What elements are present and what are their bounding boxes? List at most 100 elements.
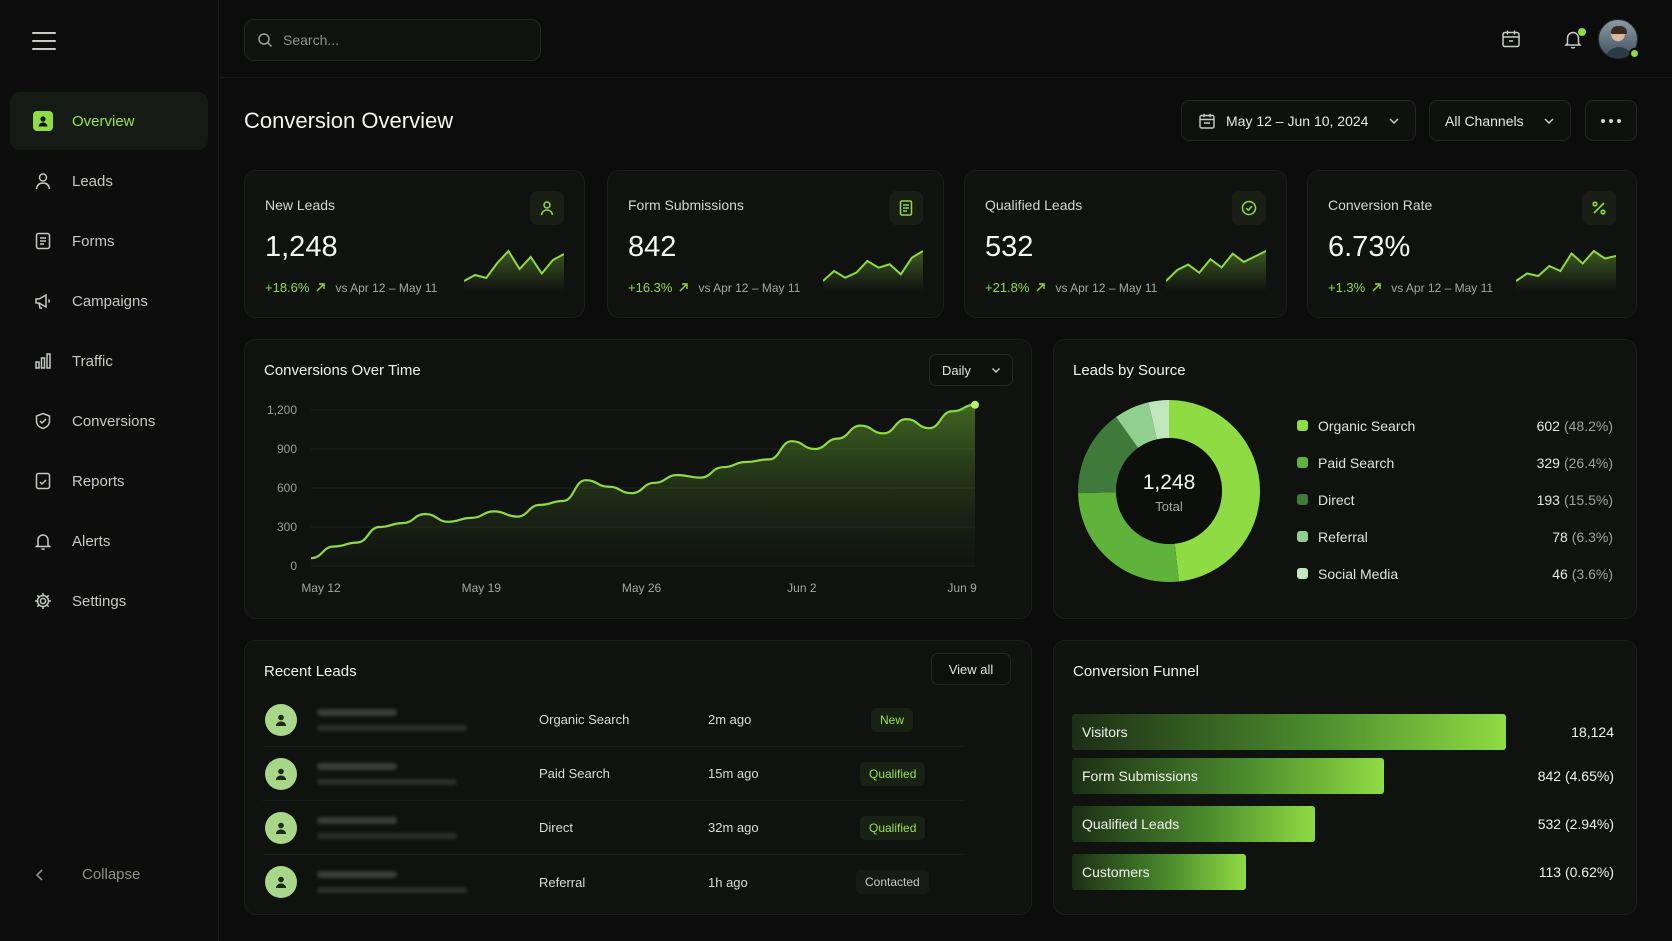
legend-value: 602 [1536, 417, 1560, 434]
kpi-change-value: +16.3% [628, 280, 673, 295]
sidebar-item-leads[interactable]: Leads [10, 152, 208, 210]
more-options-button[interactable] [1585, 100, 1637, 141]
lead-source: Paid Search [539, 766, 610, 781]
arrow-up-right-icon [1372, 283, 1381, 292]
sidebar-item-settings[interactable]: Settings [10, 572, 208, 630]
sparkline-line [1516, 249, 1616, 282]
legend-name: Paid Search [1318, 454, 1395, 471]
form-icon [32, 230, 54, 252]
kpi-value: 532 [985, 231, 1034, 263]
funnel-count: 842 [1537, 768, 1562, 784]
sparkline-area [1166, 251, 1266, 291]
sparkline-area [823, 251, 923, 291]
view-all-button[interactable]: View all [931, 653, 1011, 685]
percent-icon [1582, 191, 1616, 225]
table-row[interactable]: Organic Search 2m ago New [263, 693, 963, 747]
collapse-button[interactable]: Collapse [32, 866, 140, 883]
channel-label: All Channels [1445, 112, 1524, 129]
kpi-compare: vs Apr 12 – May 11 [1391, 280, 1494, 295]
sidebar-item-label: Traffic [72, 352, 113, 370]
legend-name: Social Media [1318, 565, 1399, 582]
kpi-label: Form Submissions [628, 197, 744, 213]
kpi-value: 842 [628, 231, 677, 263]
gear-icon [32, 590, 54, 612]
y-tick-label: 300 [277, 520, 297, 534]
sidebar-item-traffic[interactable]: Traffic [10, 332, 208, 390]
sidebar-item-label: Conversions [72, 412, 156, 430]
lead-name-redacted [317, 816, 457, 839]
sidebar-item-label: Settings [72, 592, 127, 610]
overview-icon [32, 110, 54, 132]
avatar [265, 757, 297, 790]
conversions-area-chart: 0 300 600 900 1,200 May 12 May 19 May 26 Jun 2 Ju… [267, 400, 979, 595]
legend-dot [1297, 568, 1308, 579]
sidebar-item-label: Reports [72, 472, 125, 490]
lead-name-redacted [317, 871, 467, 893]
calendar-icon [1199, 113, 1215, 129]
sidebar-item-reports[interactable]: Reports [10, 452, 208, 510]
arrow-up-right-icon [679, 283, 689, 292]
sparkline [464, 249, 564, 291]
table-row[interactable]: Direct 32m ago Qualified [263, 801, 963, 855]
lead-time: 2m ago [708, 712, 752, 727]
date-range-picker[interactable]: May 12 – Jun 10, 2024 [1181, 100, 1416, 141]
more-dot [1617, 118, 1621, 123]
legend-dot [1297, 531, 1308, 542]
sparkline [823, 250, 923, 291]
bell-icon [32, 530, 54, 552]
donut-slice [1078, 400, 1260, 582]
kpi-card-new-leads: New Leads 1,248 +18.6% vs Apr 12 – May 11 [244, 170, 585, 318]
table-row[interactable]: Referral 1h ago Contacted [263, 855, 963, 909]
x-tick-label: May 19 [462, 581, 502, 595]
lead-time: 1h ago [708, 874, 748, 890]
conversion-funnel-card: Conversion Funnel Visitors 18,124 Form S… [1053, 640, 1637, 915]
funnel-bar [1072, 854, 1246, 890]
report-icon [32, 470, 54, 492]
y-tick-label: 1,200 [267, 403, 297, 417]
donut-slice [1078, 400, 1260, 582]
arrow-up-right-icon [316, 283, 326, 292]
search-box[interactable] [244, 19, 541, 61]
legend-pct: (3.6%) [1571, 565, 1613, 582]
sidebar-item-campaigns[interactable]: Campaigns [10, 272, 208, 330]
leads-by-source-card: Leads by Source 1,248 Total Organic Searc… [1053, 339, 1637, 619]
donut-total-value: 1,248 [1143, 471, 1196, 494]
series-line [310, 403, 976, 560]
channel-select[interactable]: All Channels [1429, 100, 1571, 141]
online-status-dot [1629, 48, 1640, 59]
sparkline-area [1516, 251, 1616, 291]
card-title: Conversion Funnel [1073, 663, 1199, 680]
sidebar-item-forms[interactable]: Forms [10, 212, 208, 270]
funnel-pct: (0.62%) [1564, 864, 1614, 880]
interval-select[interactable]: Daily [929, 354, 1013, 386]
funnel-label: Visitors [1082, 724, 1128, 740]
sidebar-item-label: Campaigns [72, 292, 148, 310]
funnel-bar [1072, 806, 1316, 842]
legend-item: Direct 193 (15.5%) [1297, 481, 1613, 518]
kpi-change: +18.6% vs Apr 12 – May 11 [265, 280, 437, 295]
search-icon [258, 33, 273, 48]
table-row[interactable]: Paid Search 15m ago Qualified [263, 747, 963, 801]
sidebar-item-conversions[interactable]: Conversions [10, 392, 208, 450]
kpi-change-value: +21.8% [985, 280, 1030, 295]
kpi-card-conversion-rate: Conversion Rate 6.73% +1.3% vs Apr 12 – M… [1307, 170, 1637, 318]
chevron-down-icon [1389, 117, 1399, 124]
kpi-value: 6.73% [1328, 231, 1411, 263]
sparkline [1166, 250, 1266, 291]
sidebar-item-overview[interactable]: Overview [10, 92, 208, 150]
calendar-button[interactable] [1500, 28, 1524, 52]
search-input[interactable] [283, 32, 513, 48]
topbar [220, 0, 1672, 78]
funnel-bar [1072, 758, 1385, 794]
notifications-button[interactable] [1562, 28, 1586, 52]
sidebar: Overview Leads Forms Campaigns Traffic C… [0, 0, 219, 941]
recent-leads-card: Recent Leads View all Organic Search 2m … [244, 640, 1032, 915]
legend-name: Referral [1318, 528, 1368, 545]
page-title: Conversion Overview [244, 108, 454, 133]
funnel-pct: (2.94%) [1564, 816, 1614, 832]
donut-hole [1116, 438, 1222, 544]
sidebar-item-alerts[interactable]: Alerts [10, 512, 208, 570]
chevron-left-icon [35, 868, 43, 881]
avatar [265, 811, 297, 844]
menu-icon[interactable] [32, 30, 56, 52]
